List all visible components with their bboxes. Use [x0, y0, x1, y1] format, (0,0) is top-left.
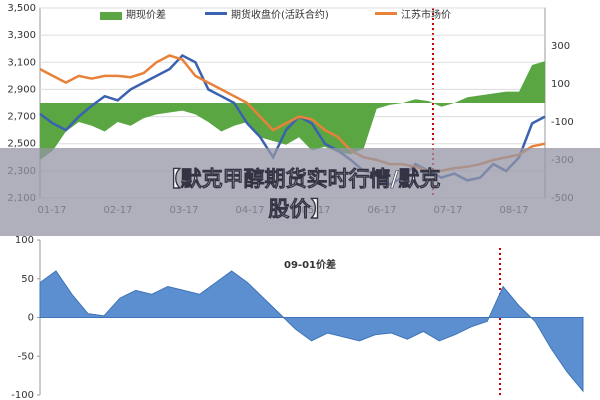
legend-label: 江苏市场价 — [401, 8, 451, 21]
y-tick-label: 2,900 — [7, 84, 36, 95]
legend-swatch — [100, 12, 122, 20]
chart-title: 09-01价差 — [284, 258, 336, 271]
y-tick-label: 3,100 — [7, 57, 36, 68]
y2-tick-label: 100 — [551, 79, 570, 90]
y-tick-label: -50 — [18, 351, 34, 362]
y-tick-label: 3,300 — [7, 30, 36, 41]
legend-label: 期现价差 — [126, 8, 166, 21]
spread-area — [39, 270, 584, 393]
y-tick-label: 3,500 — [7, 3, 36, 14]
y2-tick-label: -100 — [551, 117, 574, 128]
y-tick-label: 50 — [21, 274, 34, 285]
banner-band — [0, 148, 600, 236]
legend-swatch — [375, 12, 397, 15]
spread-area — [40, 61, 545, 161]
banner-text: 【默克甲醇期货实时行情/默克股价】 — [160, 167, 441, 221]
y-tick-label: 100 — [15, 235, 34, 246]
legend-swatch — [205, 12, 227, 15]
y-tick-label: -100 — [11, 390, 34, 400]
banner-line: 【默克甲醇期货实时行情/默克 — [160, 167, 441, 191]
legend-label: 期货收盘价(活跃合约) — [231, 8, 329, 21]
y2-tick-label: 300 — [551, 41, 570, 52]
y-tick-label: 0 — [28, 313, 34, 324]
y-tick-label: 2,700 — [7, 112, 36, 123]
banner-line: 股价】 — [269, 197, 332, 221]
y-tick-label: 2,500 — [7, 139, 36, 150]
